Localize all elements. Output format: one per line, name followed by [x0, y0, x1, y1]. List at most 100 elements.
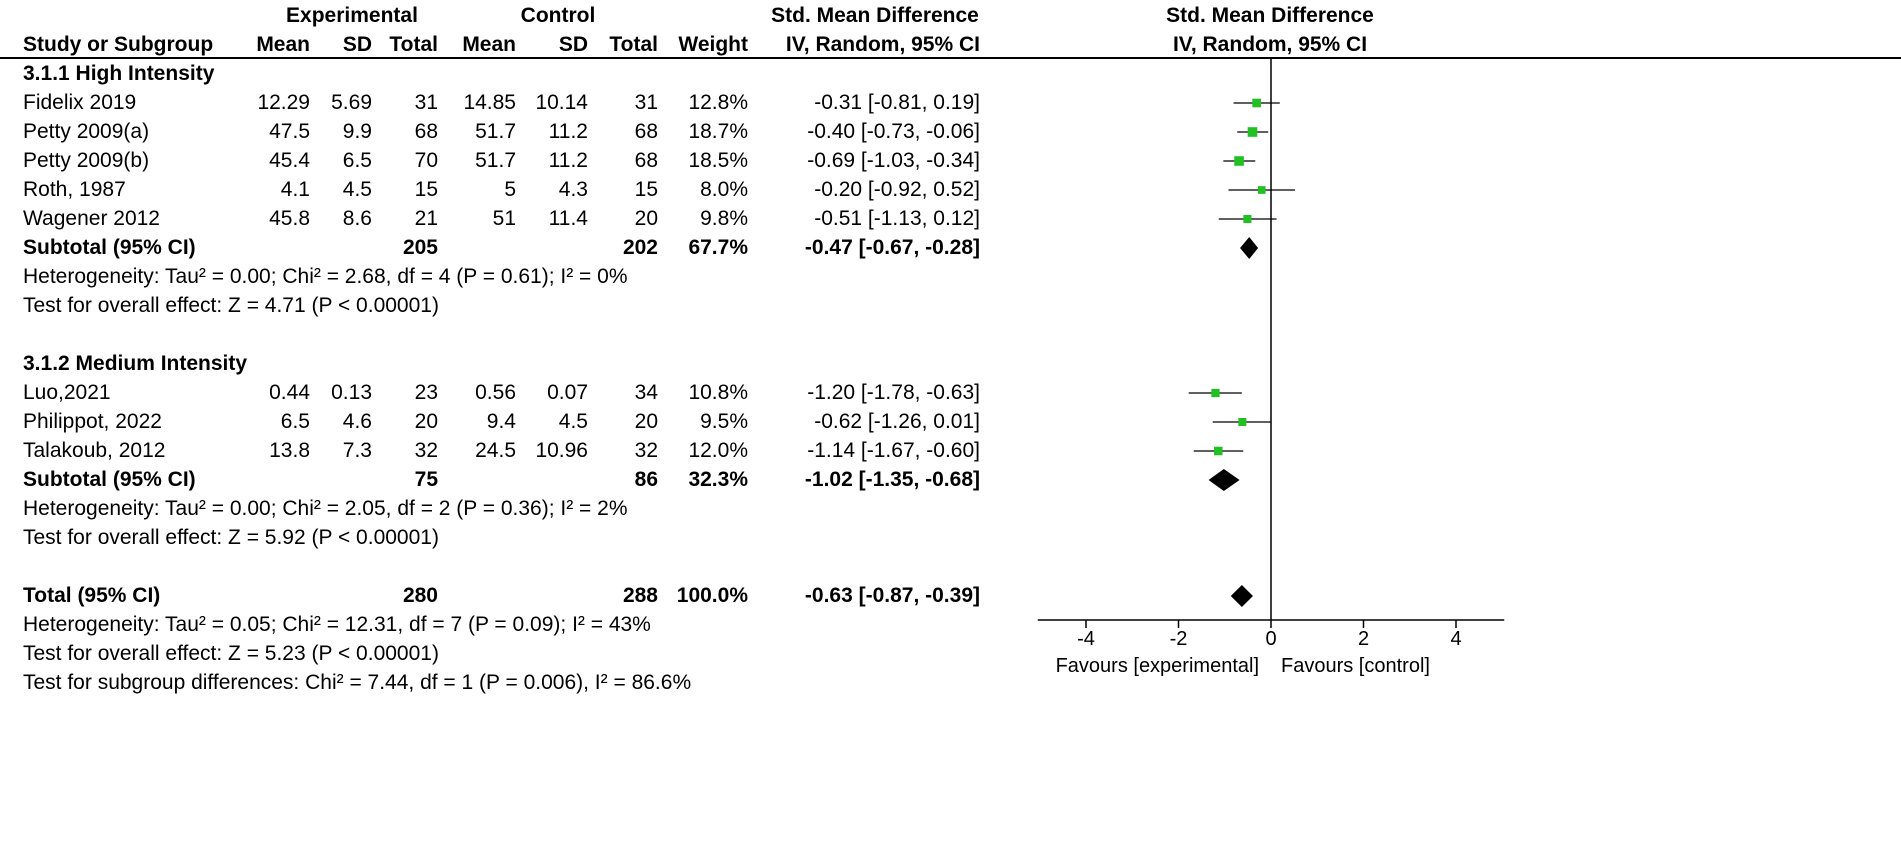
cell-c-mean: 14.85 — [463, 91, 516, 114]
stat-note: Heterogeneity: Tau² = 0.00; Chi² = 2.68,… — [23, 265, 628, 288]
study-point-marker — [1234, 156, 1244, 166]
stat-note: Heterogeneity: Tau² = 0.00; Chi² = 2.05,… — [23, 497, 628, 520]
cell-ci: -0.20 [-0.92, 0.52] — [814, 178, 980, 201]
cell-c-mean: 5 — [504, 178, 516, 201]
stat-note: Test for overall effect: Z = 4.71 (P < 0… — [23, 294, 439, 317]
cell-c-total: 20 — [634, 207, 658, 230]
cell-e-mean: 0.44 — [269, 381, 310, 404]
subgroup-heading: 3.1.2 Medium Intensity — [23, 352, 248, 375]
pooled-diamond — [1208, 469, 1240, 491]
cell-c-total: 15 — [634, 178, 658, 201]
cell-c-total: 68 — [634, 120, 658, 143]
cell-e-total: 23 — [414, 381, 438, 404]
pooled-diamond — [1230, 585, 1253, 607]
cell-e-total: 280 — [402, 584, 438, 607]
cell-c-sd: 10.14 — [535, 91, 588, 114]
cell-e-total: 21 — [414, 207, 438, 230]
x-tick-label: 0 — [1265, 628, 1276, 650]
cell-weight: 18.5% — [688, 149, 748, 172]
plot-subtitle: IV, Random, 95% CI — [1172, 33, 1368, 56]
col-exp-sd: SD — [342, 33, 372, 56]
favours-experimental-label: Favours [experimental] — [1056, 655, 1259, 677]
cell-e-mean: 45.8 — [269, 207, 310, 230]
x-tick-label: -4 — [1077, 628, 1095, 650]
cell-ci: -1.20 [-1.78, -0.63] — [807, 381, 980, 404]
subtotal-label: Subtotal (95% CI) — [23, 236, 196, 259]
cell-e-mean: 4.1 — [280, 178, 310, 201]
cell-e-total: 32 — [414, 439, 438, 462]
stat-note: Test for overall effect: Z = 5.92 (P < 0… — [23, 526, 439, 549]
study-label: Petty 2009(a) — [23, 120, 150, 143]
study-point-marker — [1211, 388, 1220, 398]
subtotal-label: Total (95% CI) — [23, 584, 161, 607]
cell-e-total: 68 — [414, 120, 438, 143]
col-weight: Weight — [678, 33, 748, 56]
study-point-marker — [1214, 446, 1223, 456]
study-label: Roth, 1987 — [23, 178, 126, 201]
cell-c-sd: 11.2 — [548, 120, 588, 143]
study-label: Talakoub, 2012 — [23, 439, 166, 462]
cell-e-sd: 8.6 — [342, 207, 372, 230]
cell-weight: 12.8% — [688, 91, 748, 114]
cell-ci: -0.40 [-0.73, -0.06] — [807, 120, 980, 143]
study-point-marker — [1243, 214, 1252, 224]
study-label: Luo,2021 — [23, 381, 111, 404]
header-experimental: Experimental — [286, 4, 418, 27]
cell-e-total: 70 — [414, 149, 438, 172]
cell-c-total: 32 — [634, 439, 658, 462]
study-label: Fidelix 2019 — [23, 91, 137, 114]
study-point-marker — [1257, 186, 1266, 194]
col-ctl-mean: Mean — [462, 33, 516, 56]
cell-e-sd: 4.5 — [342, 178, 372, 201]
cell-e-sd: 9.9 — [342, 120, 372, 143]
cell-weight: 9.8% — [700, 207, 748, 230]
col-study: Study or Subgroup — [23, 33, 214, 56]
col-ctl-sd: SD — [558, 33, 588, 56]
cell-c-mean: 0.56 — [475, 381, 516, 404]
study-point-marker — [1247, 127, 1258, 137]
plot-title: Std. Mean Difference — [1166, 4, 1374, 27]
cell-e-sd: 5.69 — [331, 91, 372, 114]
cell-e-mean: 13.8 — [269, 439, 310, 462]
cell-c-sd: 11.4 — [548, 207, 588, 230]
study-point-marker — [1238, 417, 1247, 427]
study-point-marker — [1252, 98, 1261, 108]
cell-c-total: 31 — [634, 91, 658, 114]
x-tick-label: 4 — [1450, 628, 1461, 650]
cell-c-mean: 51 — [492, 207, 516, 230]
cell-weight: 18.7% — [688, 120, 748, 143]
cell-c-sd: 0.07 — [547, 381, 588, 404]
col-ci: IV, Random, 95% CI — [785, 33, 980, 56]
cell-e-total: 75 — [414, 468, 438, 491]
cell-c-total: 68 — [634, 149, 658, 172]
cell-ci: -0.51 [-1.13, 0.12] — [814, 207, 980, 230]
header-smd: Std. Mean Difference — [771, 4, 979, 27]
cell-c-total: 20 — [634, 410, 658, 433]
cell-e-sd: 4.6 — [342, 410, 372, 433]
cell-e-mean: 6.5 — [280, 410, 310, 433]
cell-e-mean: 45.4 — [269, 149, 310, 172]
study-label: Philippot, 2022 — [23, 410, 162, 433]
study-label: Wagener 2012 — [23, 207, 160, 230]
cell-weight: 9.5% — [700, 410, 748, 433]
col-exp-mean: Mean — [256, 33, 310, 56]
cell-e-sd: 7.3 — [342, 439, 372, 462]
header-control: Control — [520, 4, 596, 27]
cell-weight: 100.0% — [676, 584, 748, 607]
x-tick-label: -2 — [1170, 628, 1188, 650]
col-exp-total: Total — [389, 33, 438, 56]
cell-weight: 32.3% — [688, 468, 748, 491]
cell-ci: -0.47 [-0.67, -0.28] — [804, 236, 980, 259]
cell-ci: -0.69 [-1.03, -0.34] — [807, 149, 980, 172]
subgroup-heading: 3.1.1 High Intensity — [23, 62, 215, 85]
stat-note: Test for overall effect: Z = 5.23 (P < 0… — [23, 642, 439, 665]
cell-ci: -1.02 [-1.35, -0.68] — [804, 468, 980, 491]
stat-note: Test for subgroup differences: Chi² = 7.… — [23, 671, 692, 694]
cell-ci: -0.63 [-0.87, -0.39] — [804, 584, 980, 607]
cell-c-total: 34 — [634, 381, 658, 404]
cell-e-sd: 6.5 — [342, 149, 372, 172]
cell-c-total: 202 — [622, 236, 658, 259]
cell-c-sd: 10.96 — [535, 439, 588, 462]
pooled-diamond — [1240, 237, 1259, 259]
cell-e-mean: 47.5 — [269, 120, 310, 143]
